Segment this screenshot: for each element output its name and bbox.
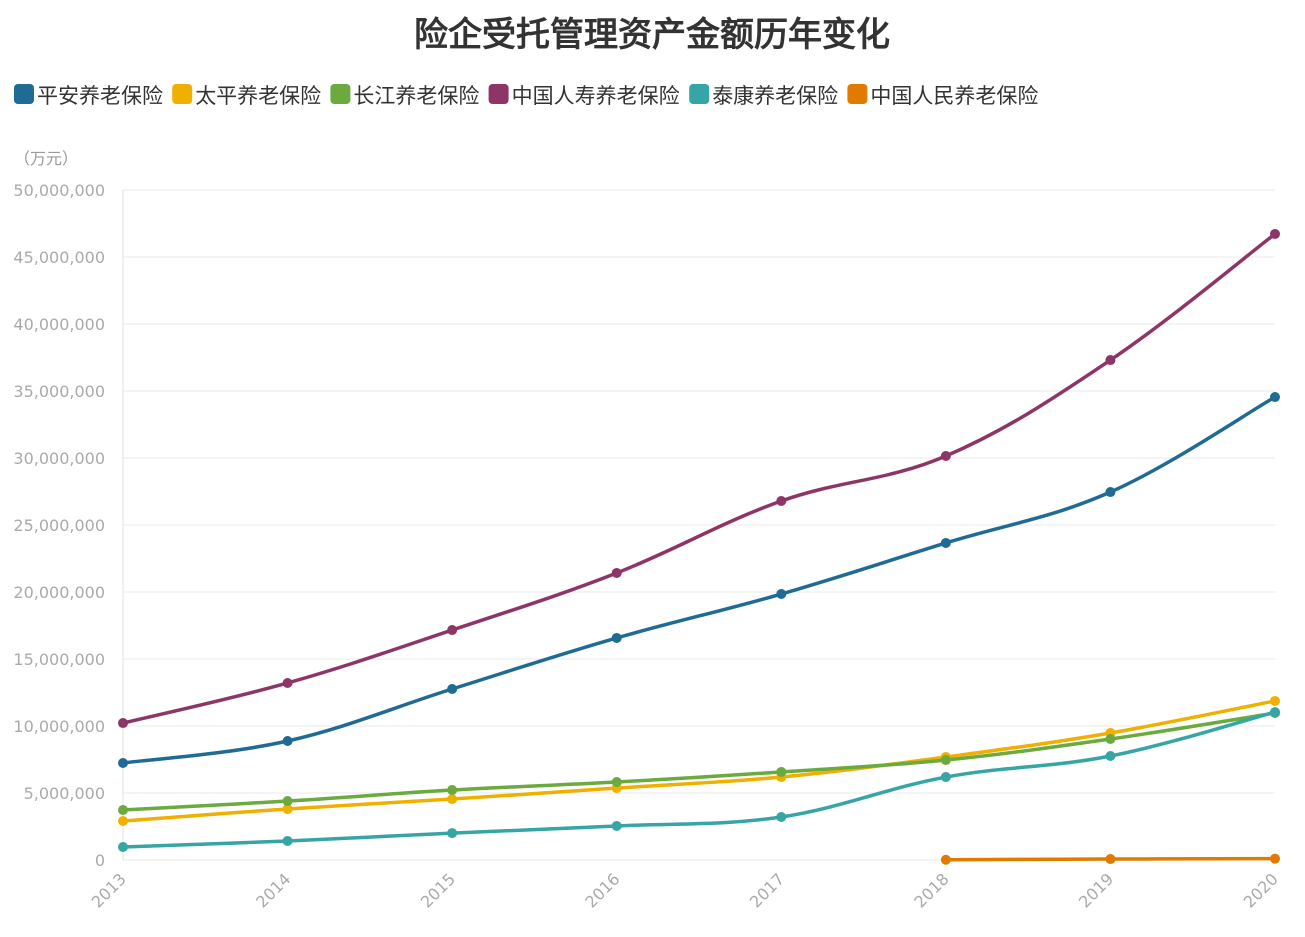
legend-swatch [488,84,509,104]
data-point [1105,487,1116,498]
x-tick-label: 2015 [417,869,459,911]
x-tick-label: 2018 [910,869,952,911]
grid [123,189,1275,861]
data-point [776,766,787,777]
legend-item-label: 长江养老保险 [353,84,479,108]
series-line-0 [122,395,1276,765]
data-point [282,677,293,688]
legend-item-label: 平安养老保险 [37,84,163,108]
data-point [282,736,293,747]
data-point [447,794,458,805]
legend-swatch [14,84,34,104]
data-point [118,757,128,768]
series-group [118,228,1280,865]
series-line-1 [122,699,1276,823]
data-point [118,842,128,853]
data-point [1105,751,1116,762]
y-tick-label: 10,000,000 [13,717,105,736]
data-point [611,567,622,578]
y-axis: 0 5,000,000 10,000,000 15,000,000 20,000,000… [13,181,124,870]
data-point [447,625,458,636]
data-point [940,772,951,783]
data-point [1270,392,1280,403]
legend-item-label: 中国人寿养老保险 [512,84,680,108]
x-tick-label: 2013 [88,869,130,911]
x-axis: 2013 2014 2015 2016 2017 2018 2019 2020 [88,869,1282,911]
data-point [940,537,951,548]
x-tick-label: 2014 [252,869,294,911]
legend-swatch [847,84,868,104]
y-tick-label: 30,000,000 [13,449,105,468]
data-point [776,589,787,600]
series-line-3 [122,232,1277,725]
data-point [776,496,787,507]
data-point [611,632,622,643]
data-point [1105,733,1116,744]
y-tick-label: 15,000,000 [13,650,105,669]
data-point [776,811,787,822]
legend-item-label: 中国人民养老保险 [870,84,1038,108]
data-point [1270,853,1280,864]
legend-item-label: 太平养老保险 [195,84,321,108]
data-point [940,854,951,865]
data-point [118,816,128,827]
y-tick-label: 0 [95,851,105,870]
legend: 平安养老保险 太平养老保险 长江养老保险 中国人寿养老保险 泰康养老保险 中国人民养老保险 [14,84,1038,108]
data-point [1270,707,1280,718]
data-point [1270,695,1280,706]
legend-item-label: 泰康养老保险 [712,84,838,108]
legend-swatch [330,84,351,104]
legend-swatch [689,84,710,104]
data-point [611,820,622,831]
y-tick-label: 40,000,000 [13,315,105,334]
data-point [282,796,293,807]
data-point [1270,228,1280,239]
y-tick-label: 5,000,000 [24,784,105,803]
data-point [282,835,293,846]
chart-title: 险企受托管理资产金额历年变化 [414,15,890,55]
x-tick-label: 2017 [746,869,788,911]
data-point [940,755,951,766]
data-point [118,718,128,729]
x-tick-label: 2016 [581,869,623,911]
y-tick-label: 45,000,000 [13,248,105,267]
x-tick-label: 2019 [1075,869,1117,911]
y-axis-unit-label: （万元） [14,149,78,168]
y-tick-label: 20,000,000 [13,583,105,602]
data-point [282,803,293,814]
x-tick-label: 2020 [1240,869,1282,911]
y-tick-label: 35,000,000 [13,382,105,401]
legend-swatch [172,84,193,104]
series-line-4 [122,710,1276,849]
data-point [1105,355,1116,366]
data-point [118,805,128,816]
data-point [611,777,622,788]
data-point [1105,854,1116,865]
data-point [940,450,951,461]
series-line-2 [122,711,1276,812]
y-tick-label: 25,000,000 [13,516,105,535]
data-point [447,785,458,796]
y-tick-label: 50,000,000 [13,181,105,200]
data-point [447,684,458,695]
data-point [447,828,458,839]
